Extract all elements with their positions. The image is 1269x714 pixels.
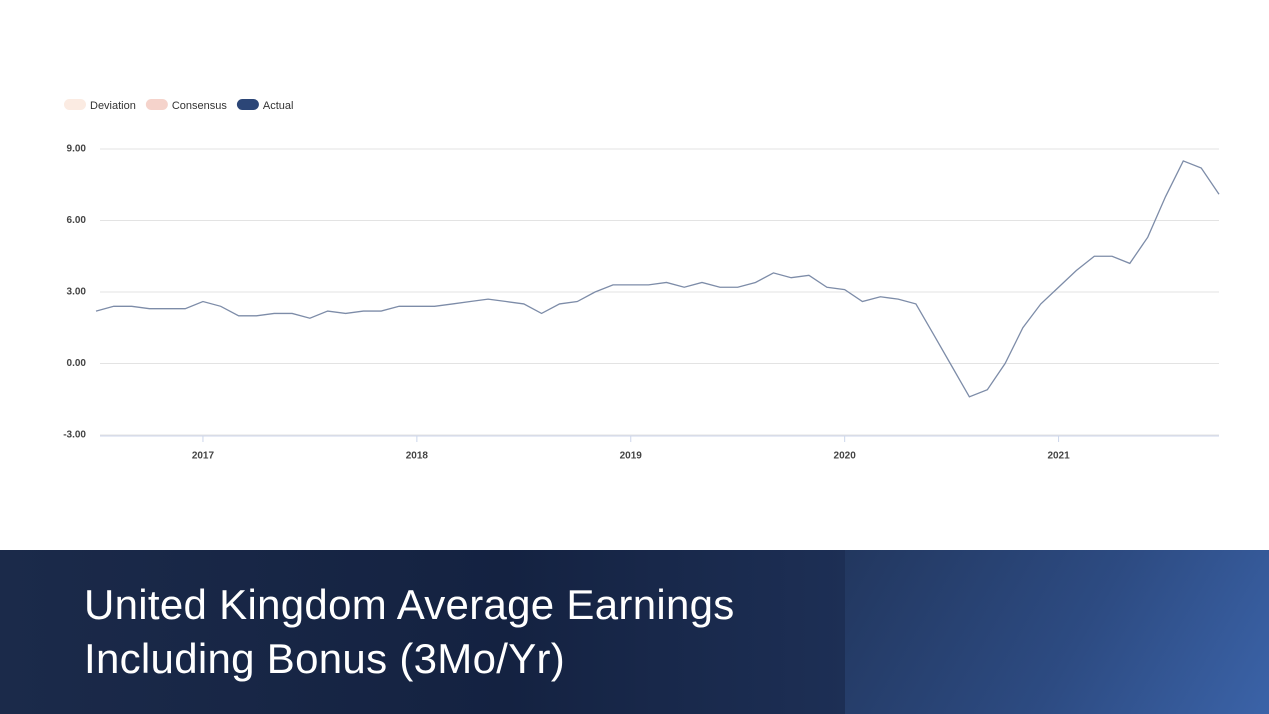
legend-label: Deviation xyxy=(90,100,136,112)
y-tick-label: -3.00 xyxy=(63,430,86,441)
legend-swatch xyxy=(145,99,168,110)
banner-panel xyxy=(845,550,1269,714)
chart-title: United Kingdom Average Earnings Includin… xyxy=(84,581,735,682)
x-tick-label: 2018 xyxy=(406,451,429,462)
title-banner xyxy=(0,550,845,714)
data-line xyxy=(95,160,1220,398)
y-tick-label: 3.00 xyxy=(67,287,87,298)
chart: Deviation Consensus Actual 9.00 6.00 3.00 0.00… xyxy=(63,99,1220,462)
legend-swatch xyxy=(236,99,259,110)
legend-label: Actual xyxy=(263,100,294,112)
legend-swatch xyxy=(64,99,86,110)
x-tick-label: 2020 xyxy=(834,451,857,462)
y-tick-label: 6.00 xyxy=(67,215,87,226)
y-tick-label: 9.00 xyxy=(67,144,87,155)
y-tick-label: 0.00 xyxy=(67,358,87,369)
x-tick-label: 2017 xyxy=(192,451,215,462)
x-tick-label: 2019 xyxy=(620,451,643,462)
x-tick-label: 2021 xyxy=(1047,451,1070,462)
legend-label: Consensus xyxy=(172,100,228,112)
